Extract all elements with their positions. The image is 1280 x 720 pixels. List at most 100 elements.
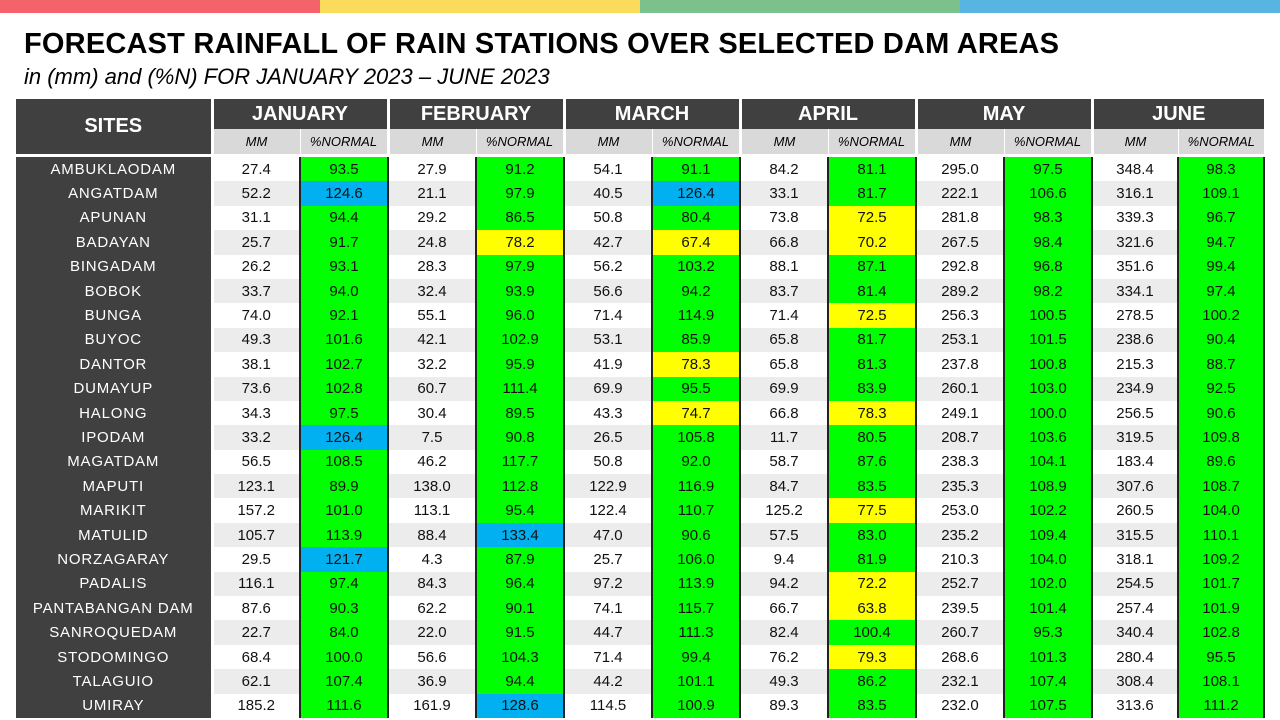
mm-cell: 26.2 [212, 254, 300, 279]
pct-normal-cell: 98.4 [1002, 230, 1094, 255]
pct-normal-cell: 102.0 [1002, 571, 1094, 597]
pct-normal-cell: 104.3 [475, 644, 565, 670]
pct-normal-cell: 121.7 [299, 547, 389, 572]
pct-normal-cell: 81.7 [827, 327, 917, 353]
pct-normal-cell: 107.5 [1002, 693, 1094, 718]
pct-normal-cell: 90.6 [1177, 400, 1266, 426]
pct-normal-cell: 109.8 [1177, 425, 1266, 450]
mm-cell: 313.6 [1092, 693, 1179, 718]
mm-cell: 34.3 [212, 400, 300, 426]
table-row: HALONG 34.3 97.5 30.4 89.5 43.3 74.7 66.8 78.3 24… [16, 400, 1266, 426]
pct-normal-cell: 101.9 [1177, 596, 1266, 621]
pct-normal-cell: 97.9 [475, 254, 565, 279]
mm-cell: 84.7 [740, 474, 828, 499]
pct-normal-cell: 102.2 [1002, 498, 1094, 523]
pct-normal-subheader: %NORMAL [652, 129, 742, 154]
site-name-cell: PANTABANGAN DAM [16, 596, 214, 621]
mm-cell: 56.2 [564, 254, 652, 279]
table-row: AMBUKLAODAM 27.4 93.5 27.9 91.2 54.1 91.1 84.2 8… [16, 157, 1266, 182]
mm-cell: 47.0 [564, 522, 652, 548]
mm-cell: 84.2 [740, 157, 828, 182]
month-header-june: JUNE [1092, 99, 1265, 130]
pct-normal-cell: 95.5 [1177, 644, 1266, 670]
pct-normal-cell: 102.9 [475, 327, 565, 353]
pct-normal-cell: 117.7 [475, 449, 565, 475]
month-header-march: MARCH [564, 99, 742, 130]
mm-cell: 254.5 [1092, 571, 1179, 597]
mm-cell: 340.4 [1092, 620, 1179, 645]
table-row: BUNGA 74.0 92.1 55.1 96.0 71.4 114.9 71.4 72.5 25… [16, 303, 1266, 328]
pct-normal-cell: 72.2 [827, 571, 917, 597]
mm-cell: 235.2 [916, 522, 1004, 548]
pct-normal-cell: 105.8 [651, 425, 741, 450]
pct-normal-cell: 100.0 [299, 644, 389, 670]
pct-normal-cell: 100.0 [1002, 400, 1094, 426]
mm-cell: 256.3 [916, 303, 1004, 328]
pct-normal-cell: 95.5 [651, 376, 741, 401]
mm-cell: 76.2 [740, 644, 828, 670]
table-row: UMIRAY 185.2 111.6 161.9 128.6 114.5 100.9 89.3… [16, 693, 1266, 718]
pct-normal-cell: 101.5 [1002, 327, 1094, 353]
mm-cell: 257.4 [1092, 596, 1179, 621]
table-row: ANGATDAM 52.2 124.6 21.1 97.9 40.5 126.4 33.1 81… [16, 181, 1266, 206]
mm-cell: 183.4 [1092, 449, 1179, 475]
pct-normal-cell: 111.2 [1177, 693, 1266, 718]
site-name-cell: MARIKIT [16, 498, 214, 523]
site-name-cell: MAGATDAM [16, 449, 214, 475]
mm-cell: 25.7 [212, 230, 300, 255]
mm-cell: 27.4 [212, 157, 300, 182]
site-name-cell: AMBUKLAODAM [16, 157, 214, 182]
mm-cell: 278.5 [1092, 303, 1179, 328]
table-row: NORZAGARAY 29.5 121.7 4.3 87.9 25.7 106.0 9.4 81… [16, 547, 1266, 572]
pct-normal-cell: 78.3 [651, 352, 741, 377]
mm-cell: 289.2 [916, 278, 1004, 304]
mm-cell: 74.1 [564, 596, 652, 621]
pct-normal-cell: 80.4 [651, 205, 741, 231]
month-header-february: FEBRUARY [388, 99, 566, 130]
pct-normal-cell: 106.0 [651, 547, 741, 572]
mm-cell: 116.1 [212, 571, 300, 597]
mm-cell: 65.8 [740, 352, 828, 377]
pct-normal-cell: 110.7 [651, 498, 741, 523]
mm-cell: 29.5 [212, 547, 300, 572]
mm-cell: 73.6 [212, 376, 300, 401]
mm-cell: 316.1 [1092, 181, 1179, 206]
mm-cell: 292.8 [916, 254, 1004, 279]
mm-cell: 62.1 [212, 669, 300, 694]
mm-cell: 73.8 [740, 205, 828, 231]
mm-cell: 9.4 [740, 547, 828, 572]
site-name-cell: STODOMINGO [16, 644, 214, 670]
pct-normal-cell: 94.4 [475, 669, 565, 694]
pct-normal-cell: 126.4 [299, 425, 389, 450]
pct-normal-cell: 108.7 [1177, 474, 1266, 499]
pct-normal-cell: 100.9 [651, 693, 741, 718]
pct-normal-cell: 77.5 [827, 498, 917, 523]
pct-normal-cell: 83.5 [827, 693, 917, 718]
pct-normal-cell: 101.6 [299, 327, 389, 353]
mm-cell: 28.3 [388, 254, 476, 279]
mm-cell: 41.9 [564, 352, 652, 377]
table-row: PANTABANGAN DAM 87.6 90.3 62.2 90.1 74.1 115.7… [16, 596, 1266, 621]
mm-cell: 239.5 [916, 596, 1004, 621]
site-name-cell: PADALIS [16, 571, 214, 597]
mm-cell: 44.7 [564, 620, 652, 645]
mm-cell: 94.2 [740, 571, 828, 597]
pct-normal-cell: 97.5 [299, 400, 389, 426]
pct-normal-cell: 92.1 [299, 303, 389, 328]
pct-normal-cell: 81.4 [827, 278, 917, 304]
mm-cell: 238.6 [1092, 327, 1179, 353]
mm-subheader: MM [740, 129, 829, 154]
pct-normal-cell: 81.1 [827, 157, 917, 182]
mm-cell: 50.8 [564, 449, 652, 475]
pct-normal-cell: 133.4 [475, 522, 565, 548]
site-name-cell: BUNGA [16, 303, 214, 328]
mm-cell: 267.5 [916, 230, 1004, 255]
pct-normal-cell: 104.1 [1002, 449, 1094, 475]
pct-normal-cell: 93.5 [299, 157, 389, 182]
top-color-bar [0, 0, 1280, 13]
mm-cell: 97.2 [564, 571, 652, 597]
pct-normal-subheader: %NORMAL [1004, 129, 1094, 154]
pct-normal-cell: 96.7 [1177, 205, 1266, 231]
pct-normal-cell: 100.5 [1002, 303, 1094, 328]
mm-cell: 280.4 [1092, 644, 1179, 670]
